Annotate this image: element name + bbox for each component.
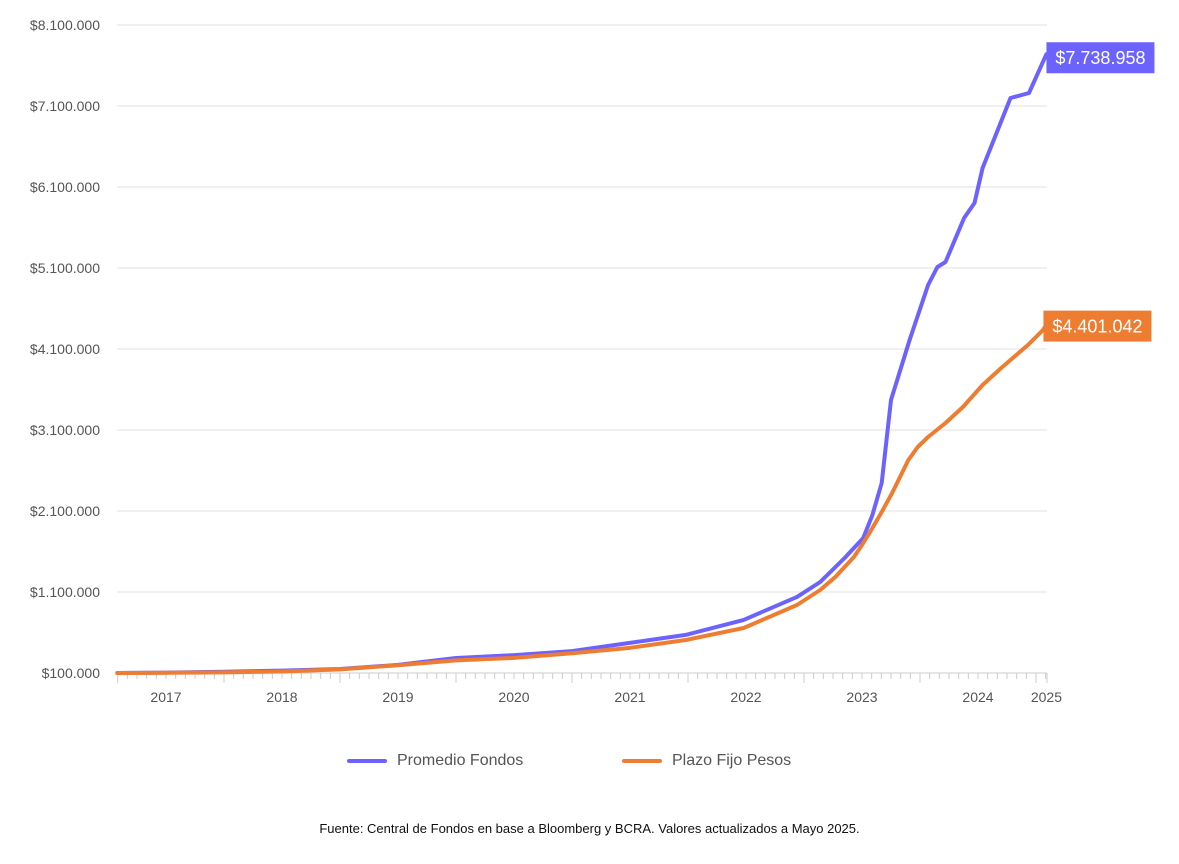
end-label-box xyxy=(1043,310,1152,342)
y-tick-label: $7.100.000 xyxy=(30,98,100,114)
end-label-text: $4.401.042 xyxy=(1052,317,1142,337)
legend-label: Promedio Fondos xyxy=(397,752,524,769)
legend-swatch-orange xyxy=(622,759,662,763)
source-note: Fuente: Central de Fondos en base a Bloo… xyxy=(319,821,860,836)
legend-item-plazo-fijo-pesos[interactable]: Plazo Fijo Pesos xyxy=(622,752,791,770)
series-line-plazo-fijo-pesos xyxy=(115,322,1049,675)
end-value-label: $7.738.958 xyxy=(1046,42,1155,74)
y-tick-label: $4.100.000 xyxy=(30,341,100,357)
legend-label: Plazo Fijo Pesos xyxy=(672,752,792,769)
x-tick-label: 2020 xyxy=(498,689,529,705)
x-tick-label: 2019 xyxy=(382,689,413,705)
y-tick-label: $6.100.000 xyxy=(30,179,100,195)
x-tick-label: 2018 xyxy=(266,689,297,705)
series-line-promedio-fondos xyxy=(115,52,1049,675)
y-tick-label: $3.100.000 xyxy=(30,422,100,438)
y-tick-label: $100.000 xyxy=(42,665,101,681)
end-label-box xyxy=(1046,42,1155,74)
y-tick-label: $8.100.000 xyxy=(30,17,100,33)
x-tick-label: 2022 xyxy=(730,689,761,705)
legend-swatch-purple xyxy=(347,759,387,763)
legend: Promedio Fondos Plazo Fijo Pesos xyxy=(0,752,1179,776)
end-value-label: $4.401.042 xyxy=(1043,310,1152,342)
y-tick-label: $1.100.000 xyxy=(30,584,100,600)
x-tick-label: 2024 xyxy=(962,689,993,705)
y-tick-label: $5.100.000 xyxy=(30,260,100,276)
x-tick-label: 2025 xyxy=(1031,689,1062,705)
legend-item-promedio-fondos[interactable]: Promedio Fondos xyxy=(347,752,523,770)
x-tick-label: 2021 xyxy=(614,689,645,705)
x-tick-label: 2023 xyxy=(846,689,877,705)
y-tick-label: $2.100.000 xyxy=(30,503,100,519)
end-label-text: $7.738.958 xyxy=(1055,48,1145,68)
x-tick-label: 2017 xyxy=(150,689,181,705)
